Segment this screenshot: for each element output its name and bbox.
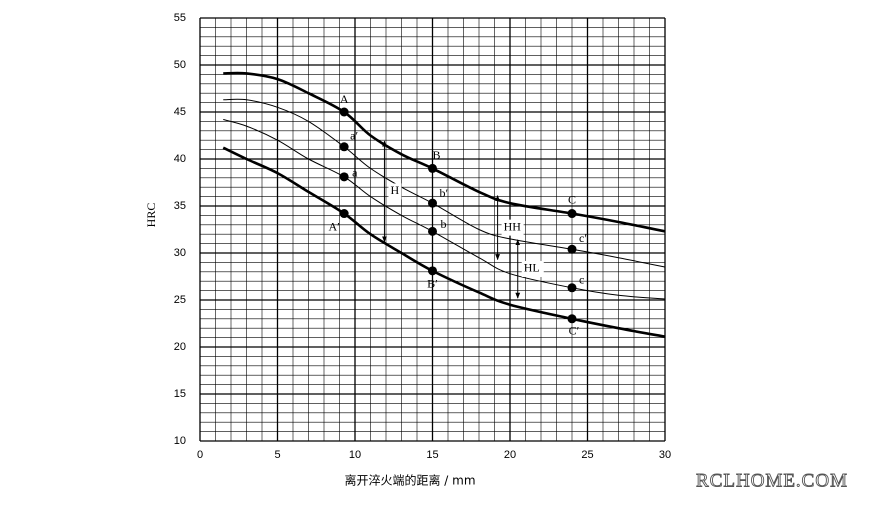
point-label: a [352, 166, 358, 180]
y-tick-label: 30 [174, 247, 186, 259]
data-point [567, 244, 577, 254]
arrow-label: HH [504, 219, 522, 233]
y-tick-label: 45 [174, 106, 186, 118]
data-point [428, 163, 437, 173]
data-point [339, 172, 349, 182]
data-point [567, 314, 577, 324]
label-bg [388, 183, 402, 200]
y-tick-label: 25 [174, 294, 186, 306]
data-point [428, 266, 437, 276]
point-label: C [568, 192, 576, 206]
data-point [567, 283, 577, 293]
data-point [567, 209, 577, 219]
label-bg [521, 260, 544, 277]
x-tick-label: 30 [659, 449, 671, 461]
x-tick-label: 20 [504, 449, 516, 461]
data-point [428, 226, 437, 236]
point-label: A′ [329, 219, 341, 233]
point-label: c′ [579, 231, 587, 245]
arrow-label: HL [524, 261, 540, 275]
data-point [339, 107, 349, 117]
data-point [339, 142, 349, 152]
curve [222, 146, 666, 338]
y-tick-label: 55 [174, 12, 186, 24]
data-point [428, 198, 437, 208]
point-label: b′ [440, 186, 449, 200]
y-tick-label: 15 [174, 388, 186, 400]
point-label: c [579, 273, 584, 287]
data-point [339, 209, 349, 219]
y-tick-label: 35 [174, 200, 186, 212]
point-label: A [340, 92, 349, 106]
y-tick-label: 40 [174, 153, 186, 165]
point-label: B′ [427, 277, 438, 291]
watermark: RCLHOME.COM [696, 470, 848, 491]
y-tick-label: 50 [174, 59, 186, 71]
curve [223, 98, 666, 268]
x-tick-label: 15 [426, 449, 438, 461]
x-tick-label: 5 [274, 449, 280, 461]
arrow-label: H [390, 183, 399, 197]
x-axis-title: 离开淬火端的距离 / mm [344, 473, 475, 488]
y-tick-label: 20 [174, 341, 186, 353]
point-label: a′ [350, 129, 358, 143]
point-label: B [432, 148, 440, 162]
x-tick-label: 10 [349, 449, 361, 461]
x-tick-label: 25 [581, 449, 593, 461]
curve [223, 71, 666, 233]
point-label: C′ [569, 324, 580, 338]
y-tick-label: 10 [174, 435, 186, 447]
y-axis-title: HRC [144, 203, 158, 228]
point-label: b [441, 217, 447, 231]
label-bg [501, 219, 524, 236]
x-tick-label: 0 [197, 449, 203, 461]
